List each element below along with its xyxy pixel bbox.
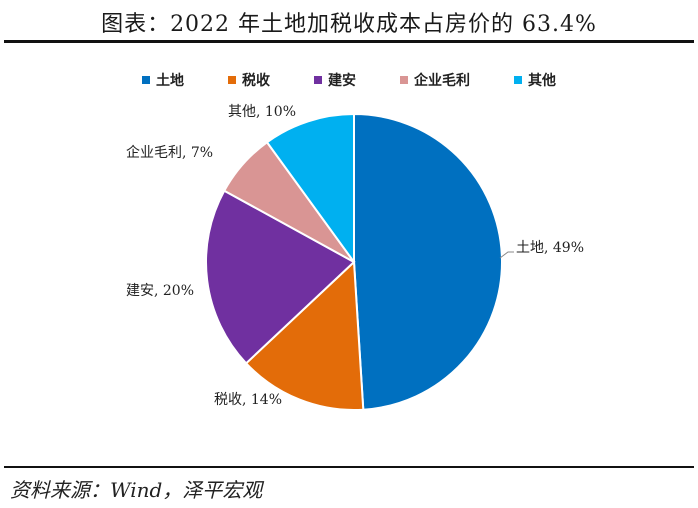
legend-item-profit: 企业毛利	[400, 70, 470, 90]
pie-slice-other	[265, 112, 355, 266]
bottom-rule	[4, 466, 694, 468]
pie-slice-construction	[205, 189, 356, 365]
legend: 土地 税收 建安 企业毛利 其他	[0, 70, 698, 90]
legend-swatch-tax	[228, 76, 236, 84]
pie-slice-land	[353, 112, 503, 411]
legend-label-profit: 企业毛利	[414, 73, 470, 89]
data-label-tax: 税收, 14%	[214, 392, 282, 408]
legend-label-tax: 税收	[242, 73, 270, 89]
legend-item-land: 土地	[142, 70, 184, 90]
chart-title: 图表：2022 年土地加税收成本占房价的 63.4%	[101, 12, 597, 37]
pie-slice-tax	[244, 259, 365, 411]
legend-label-land: 土地	[156, 73, 184, 89]
legend-item-construction: 建安	[314, 70, 356, 90]
data-label-land: 土地, 49%	[516, 240, 584, 256]
legend-label-construction: 建安	[328, 73, 356, 89]
leader-line-land	[499, 251, 514, 259]
legend-swatch-land	[142, 76, 150, 84]
top-rule	[4, 40, 694, 43]
data-label-other: 其他, 10%	[228, 104, 296, 120]
legend-swatch-construction	[314, 76, 322, 84]
legend-label-other: 其他	[528, 73, 556, 89]
legend-item-other: 其他	[514, 70, 556, 90]
data-label-construction: 建安, 20%	[126, 283, 194, 299]
legend-item-tax: 税收	[228, 70, 270, 90]
data-label-profit: 企业毛利, 7%	[126, 144, 213, 161]
source-note: 资料来源：Wind，泽平宏观	[10, 478, 263, 502]
legend-swatch-other	[514, 76, 522, 84]
legend-swatch-profit	[400, 76, 408, 84]
